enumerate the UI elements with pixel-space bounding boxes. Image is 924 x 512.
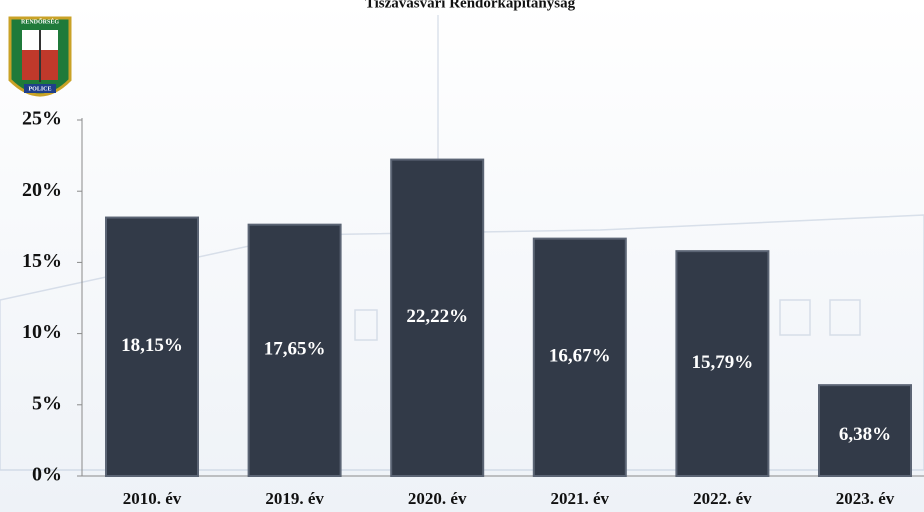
value-label: 6,38%	[839, 424, 891, 445]
x-tick-label: 2021. év	[551, 489, 610, 508]
x-tick-label: 2023. év	[836, 489, 895, 508]
y-tick-label: 0%	[32, 464, 62, 486]
value-label: 17,65%	[264, 339, 326, 360]
bar	[247, 223, 342, 477]
y-tick-label: 25%	[22, 108, 62, 130]
chart-title: Tiszavasvári Rendőrkapitányság	[365, 0, 576, 11]
logo-top-text: RENDŐRSÉG	[21, 17, 59, 25]
y-tick-label: 15%	[22, 250, 62, 272]
y-tick-label: 10%	[22, 321, 62, 343]
police-logo: RENDŐRSÉG POLICE	[8, 16, 72, 97]
bar	[532, 237, 627, 477]
x-tick-label: 2022. év	[693, 489, 752, 508]
bar	[675, 250, 770, 477]
value-label: 16,67%	[549, 346, 611, 367]
value-label: 18,15%	[121, 335, 183, 356]
x-tick-label: 2010. év	[123, 489, 182, 508]
value-label: 22,22%	[406, 306, 468, 327]
value-label: 15,79%	[692, 352, 754, 373]
x-tick-label: 2020. év	[408, 489, 467, 508]
x-tick-label: 2019. év	[265, 489, 324, 508]
y-tick-label: 5%	[32, 392, 62, 414]
bar	[390, 158, 485, 478]
bar	[105, 216, 199, 477]
y-tick-label: 20%	[22, 179, 62, 201]
bar	[818, 384, 912, 477]
logo-bottom-text: POLICE	[28, 86, 51, 92]
